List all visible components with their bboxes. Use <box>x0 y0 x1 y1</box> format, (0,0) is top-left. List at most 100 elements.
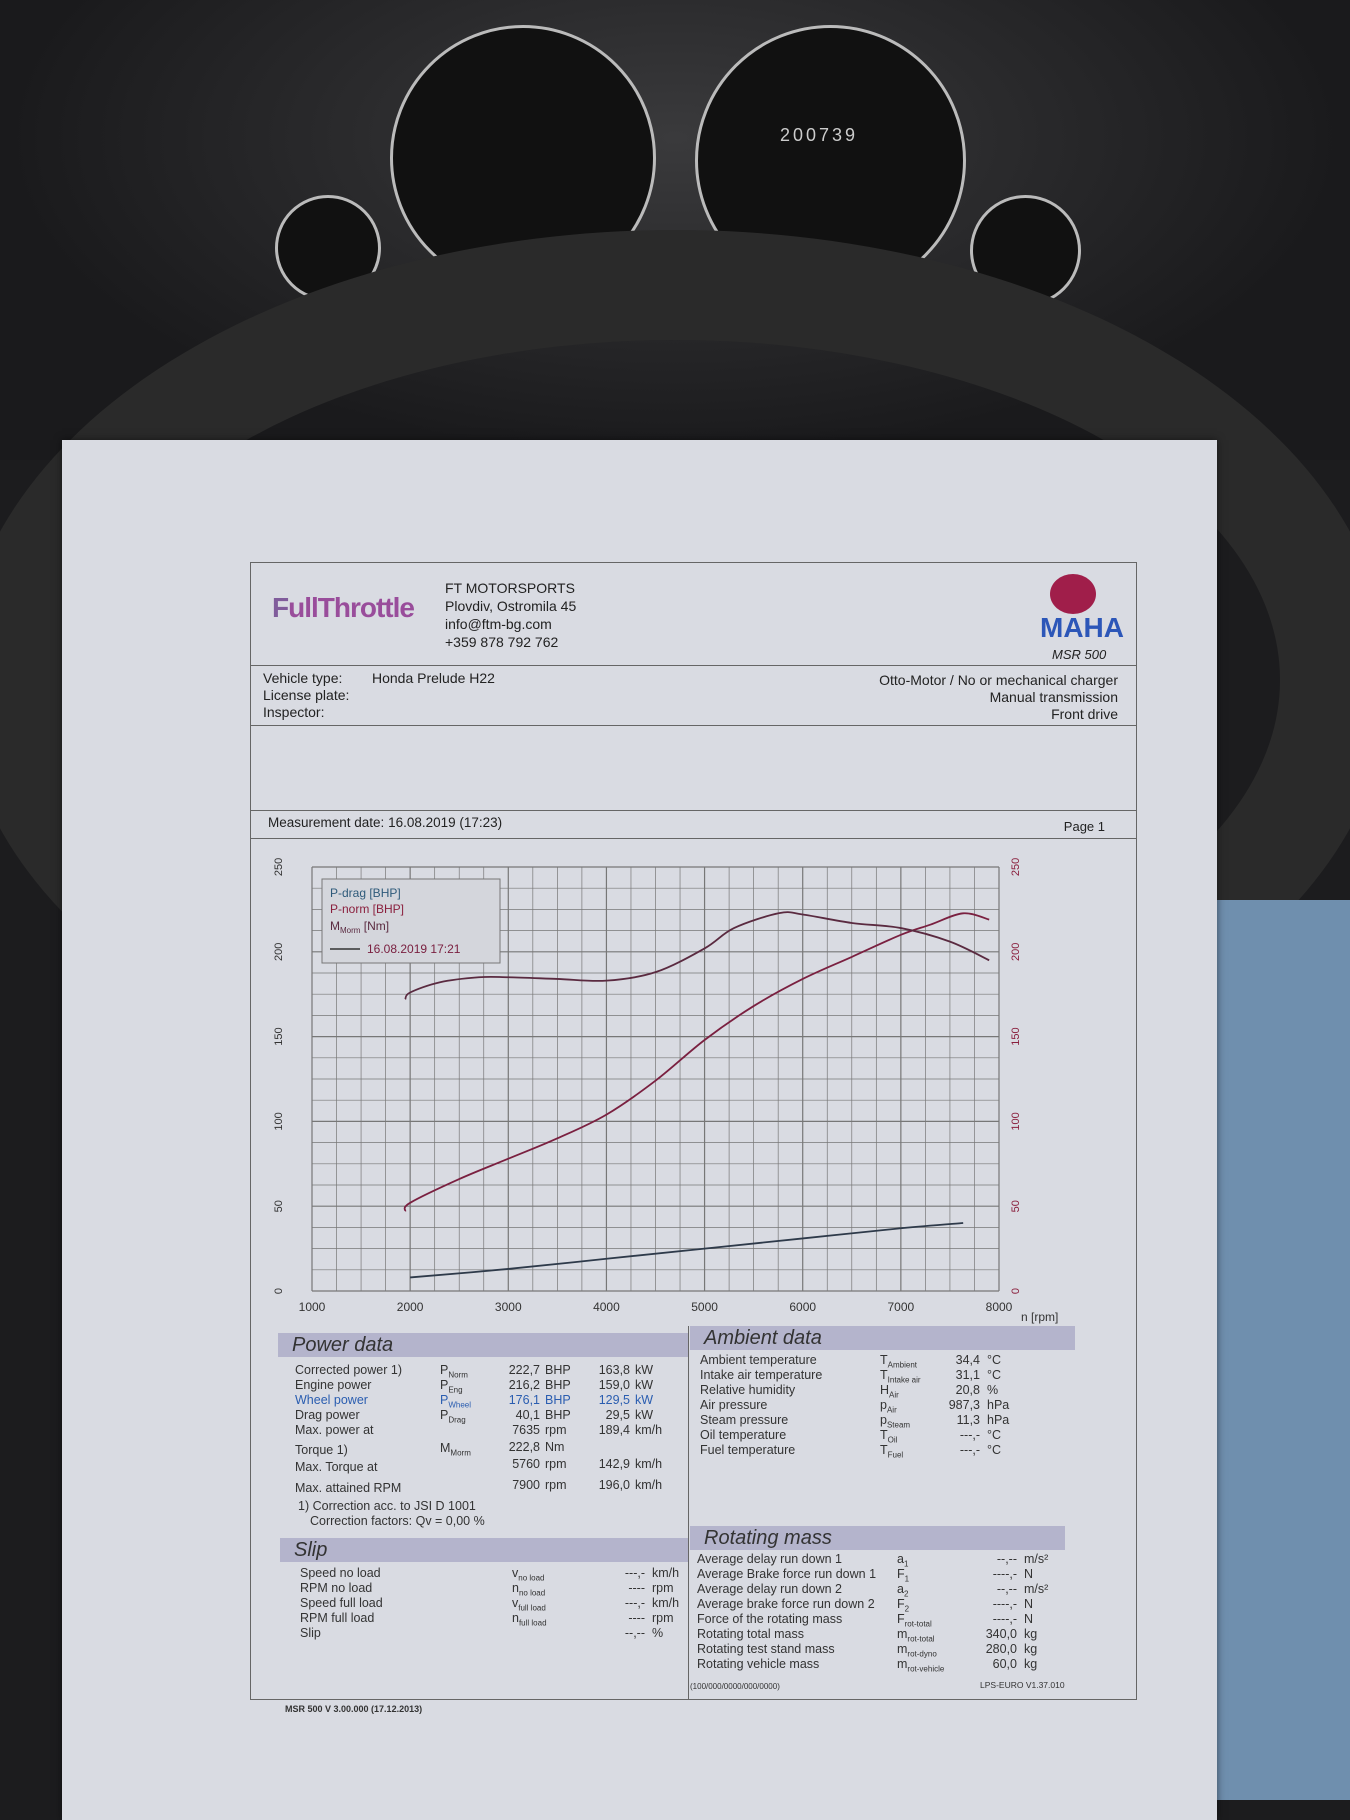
company-name: FT MOTORSPORTS <box>445 580 575 596</box>
slip-row-value: ---- <box>628 1611 645 1625</box>
power_data-row-unit: BHP <box>545 1408 571 1422</box>
company-logo: FullThrottle <box>272 592 415 623</box>
ambient_data-row-unit: hPa <box>987 1413 1010 1427</box>
slip-row-unit: rpm <box>652 1611 674 1625</box>
max_rpm-unit: rpm <box>545 1478 567 1492</box>
slip-row-value: --,-- <box>624 1626 645 1640</box>
rotating_mass-row-symbol: F2 <box>897 1597 910 1614</box>
power_data-row-unit2: kW <box>635 1378 654 1392</box>
rotating_mass-row-unit: N <box>1024 1567 1034 1581</box>
legend-entry: MMorm [Nm] <box>330 919 389 935</box>
slip-row-unit: km/h <box>652 1596 680 1610</box>
transmission: Manual transmission <box>989 689 1118 705</box>
rotating_mass-row-unit: kg <box>1024 1642 1038 1656</box>
y-tick-label-right: 0 <box>1010 1288 1022 1294</box>
company-address: Plovdiv, Ostromila 45 <box>445 598 577 614</box>
y-tick-label-right: 250 <box>1010 858 1022 876</box>
footer-version: MSR 500 V 3.00.000 (17.12.2013) <box>285 1704 423 1714</box>
rotating_mass-row-value: 280,0 <box>985 1642 1017 1656</box>
slip-row-symbol: nfull load <box>512 1611 547 1628</box>
power_data-row-unit: BHP <box>545 1393 571 1407</box>
rotating_mass-row-symbol: mrot-dyno <box>897 1642 937 1659</box>
ambient_data-row-label: Fuel temperature <box>700 1443 796 1457</box>
rotating_mass-row-unit: m/s² <box>1024 1552 1049 1566</box>
slip-row-value: ---,- <box>624 1566 645 1580</box>
ambient_data-row-value: ---,- <box>959 1428 980 1442</box>
slip-row-symbol: vno load <box>512 1566 545 1583</box>
ambient_data-row-label: Steam pressure <box>700 1413 789 1427</box>
ambient_data-row-symbol: TAmbient <box>880 1353 917 1370</box>
x-tick-label: 4000 <box>593 1300 620 1314</box>
power_data-row-value: 222,7 <box>508 1363 540 1377</box>
correction-note: 1) Correction acc. to JSI D 1001 <box>298 1499 476 1513</box>
rotating_mass-row-value: ----,- <box>992 1597 1017 1611</box>
ambient_data-row-symbol: TFuel <box>880 1443 904 1460</box>
power_data-row-unit2: kW <box>635 1393 654 1407</box>
power_data-row-label: Max. power at <box>295 1423 374 1437</box>
page-number: Page 1 <box>1063 819 1105 834</box>
measurement-date-label: Measurement date: 16.08.2019 (17:23) <box>268 815 502 830</box>
rotating_mass-row-unit: kg <box>1024 1627 1038 1641</box>
vehicle-type-label: Vehicle type: <box>263 670 343 686</box>
power_data-row-unit: BHP <box>545 1378 571 1392</box>
y-tick-label-left: 200 <box>273 943 285 961</box>
y-tick-label-right: 150 <box>1010 1027 1022 1045</box>
slip-row-label: Slip <box>300 1626 321 1640</box>
rotating_mass-row-label: Average brake force run down 2 <box>697 1597 875 1611</box>
y-tick-label-left: 100 <box>273 1112 285 1130</box>
power_data-row-value2: 29,5 <box>605 1408 630 1422</box>
slip-row-label: Speed full load <box>300 1596 383 1610</box>
max_rpm-value2: 196,0 <box>598 1478 630 1492</box>
ambient_data-row-label: Air pressure <box>700 1398 768 1412</box>
rotating_mass-row-value: --,-- <box>996 1552 1017 1566</box>
power_data-row-unit2: kW <box>635 1408 654 1422</box>
x-tick-label: 7000 <box>888 1300 915 1314</box>
ambient_data-row-value: 20,8 <box>955 1383 980 1397</box>
ambient_data-row-label: Ambient temperature <box>700 1353 817 1367</box>
torque-label: Torque 1) <box>295 1443 348 1457</box>
power_data-row-symbol: PNorm <box>440 1363 468 1380</box>
x-tick-label: 1000 <box>299 1300 326 1314</box>
power-data-header: Power data <box>278 1333 688 1357</box>
odometer: 200739 <box>780 125 859 145</box>
rotating_mass-row-label: Rotating vehicle mass <box>697 1657 820 1671</box>
drive-type: Front drive <box>1051 706 1118 722</box>
rotating_mass-row-symbol: a1 <box>897 1552 909 1569</box>
ambient_data-row-value: 11,3 <box>956 1413 980 1427</box>
license-plate-label: License plate: <box>263 687 350 703</box>
x-tick-label: 2000 <box>397 1300 424 1314</box>
inspector-label: Inspector: <box>263 704 325 720</box>
rotating_mass-row-unit: m/s² <box>1024 1582 1049 1596</box>
x-tick-label: 8000 <box>986 1300 1013 1314</box>
ambient_data-row-value: 987,3 <box>948 1398 980 1412</box>
slip-row-unit: % <box>652 1626 664 1640</box>
rotating_mass-row-value: --,-- <box>996 1582 1017 1596</box>
maha-logo: MAHA <box>1040 612 1124 643</box>
correction-factors: Correction factors: Qv = 0,00 % <box>310 1514 485 1528</box>
ambient_data-row-symbol: TIntake air <box>880 1368 921 1385</box>
rotating_mass-row-label: Rotating total mass <box>697 1627 804 1641</box>
power_data-row-label: Wheel power <box>295 1393 368 1407</box>
company-email: info@ftm-bg.com <box>445 616 552 632</box>
slip-row-unit: km/h <box>652 1566 680 1580</box>
power_data-row-symbol: PWheel <box>440 1393 472 1410</box>
max_torque-value2: 142,9 <box>598 1457 630 1471</box>
rotating_mass-row-label: Average delay run down 1 <box>697 1552 843 1566</box>
power_data-row-label: Drag power <box>295 1408 360 1422</box>
ambient_data-row-unit: °C <box>987 1443 1002 1457</box>
vehicle-type-value: Honda Prelude H22 <box>372 670 495 686</box>
ambient_data-row-label: Relative humidity <box>700 1383 796 1397</box>
legend-entry: P-norm [BHP] <box>330 902 404 916</box>
series-line <box>404 911 990 1000</box>
divider <box>250 838 1137 839</box>
dyno-sheet <box>62 440 1217 1820</box>
rotating_mass-row-value: ----,- <box>992 1567 1017 1581</box>
engine-type: Otto-Motor / No or mechanical charger <box>879 672 1118 688</box>
rotating_mass-row-symbol: F1 <box>897 1567 910 1584</box>
company-phone: +359 878 792 762 <box>445 634 559 650</box>
y-tick-label-right: 200 <box>1010 943 1022 961</box>
torque-value: 222,8 <box>508 1440 540 1454</box>
ambient_data-row-symbol: pAir <box>880 1398 897 1415</box>
torque-symbol: MMorm <box>440 1441 471 1458</box>
ambient_data-row-unit: °C <box>987 1353 1002 1367</box>
